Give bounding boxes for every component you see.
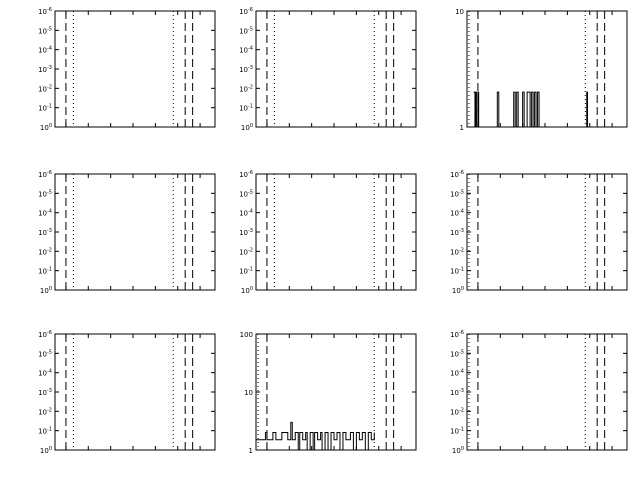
y-tick-label: 10-5: [38, 189, 52, 198]
plot-frame: [54, 173, 216, 291]
y-tick-label: 10-1: [239, 267, 253, 276]
y-tick-label: 10-6: [38, 330, 52, 339]
y-tick-label: 10-4: [450, 209, 464, 218]
y-tick-label: 10-1: [38, 427, 52, 436]
y-tick-label: 10-4: [239, 46, 253, 55]
y-tick-label: 10-3: [38, 228, 52, 237]
y-tick-label: 100: [452, 286, 464, 295]
panel-det-8: 1 10 100: [240, 331, 417, 455]
y-tick-label: 10-1: [38, 267, 52, 276]
panel-det-4: 100 10-1 10-2 10-3 10-4 10-5 10-6: [38, 170, 216, 295]
y-tick-label: 1: [460, 124, 464, 132]
y-tick-label: 10-3: [450, 388, 464, 397]
y-tick-label: 10-3: [239, 65, 253, 74]
panel-det-3: 1 10: [455, 8, 628, 132]
plot-frame: [466, 173, 628, 291]
y-tick-label: 10-2: [239, 247, 253, 256]
y-tick-label: 10-5: [239, 26, 253, 35]
plot-frame: [466, 10, 628, 128]
y-tick-label: 100: [241, 286, 253, 295]
y-tick-label: 10: [244, 389, 253, 397]
y-tick-label: 10-6: [239, 170, 253, 179]
y-tick-label: 10-5: [450, 189, 464, 198]
y-tick-label: 10-4: [38, 369, 52, 378]
y-tick-label: 10-4: [450, 369, 464, 378]
y-tick-label: 10-6: [239, 7, 253, 16]
y-tick-label: 10-6: [38, 170, 52, 179]
y-tick-label: 10-1: [38, 104, 52, 113]
plot-frame: [255, 333, 417, 451]
y-tick-label: 10-4: [38, 46, 52, 55]
y-tick-label: 10-6: [450, 330, 464, 339]
y-tick-label: 10-3: [239, 228, 253, 237]
panel-det-7: 100 10-1 10-2 10-3 10-4 10-5 10-6: [38, 330, 216, 455]
y-tick-label: 10-6: [450, 170, 464, 179]
y-tick-label: 10-4: [239, 209, 253, 218]
y-tick-label: 10-2: [239, 84, 253, 93]
y-tick-label: 10-5: [38, 26, 52, 35]
y-tick-label: 10-2: [450, 407, 464, 416]
y-tick-label: 10-2: [450, 247, 464, 256]
y-tick-label: 10-5: [450, 349, 464, 358]
y-tick-label: 10-1: [450, 267, 464, 276]
y-tick-label: 10-4: [38, 209, 52, 218]
y-tick-label: 10-2: [38, 407, 52, 416]
y-tick-label: 10-1: [450, 427, 464, 436]
y-tick-label: 10-6: [38, 7, 52, 16]
y-tick-label: 100: [40, 286, 52, 295]
panel-det-2: 100 10-1 10-2 10-3 10-4 10-5 10-6: [239, 7, 417, 132]
panel-det-1: 100 10-1 10-2 10-3 10-4 10-5 10-6: [38, 7, 216, 132]
y-tick-label: 10: [455, 8, 464, 16]
plot-frame: [466, 333, 628, 451]
y-tick-label: 100: [241, 123, 253, 132]
y-tick-label: 10-5: [239, 189, 253, 198]
y-tick-label: 10-2: [38, 84, 52, 93]
plot-frame: [54, 10, 216, 128]
y-tick-label: 100: [240, 331, 253, 339]
panel-det-5: 100 10-1 10-2 10-3 10-4 10-5 10-6: [239, 170, 417, 295]
panel-det-9: 100 10-1 10-2 10-3 10-4 10-5 10-6: [450, 330, 628, 455]
plot-frame: [54, 333, 216, 451]
series-events: [256, 421, 375, 451]
plot-frame: [255, 10, 417, 128]
y-tick-label: 10-2: [38, 247, 52, 256]
y-tick-label: 100: [40, 446, 52, 455]
y-tick-label: 10-5: [38, 349, 52, 358]
y-tick-label: 10-3: [38, 65, 52, 74]
y-tick-label: 10-3: [38, 388, 52, 397]
y-tick-label: 10-1: [239, 104, 253, 113]
y-tick-label: 1: [249, 447, 253, 455]
y-tick-label: 10-3: [450, 228, 464, 237]
series-events: [473, 91, 588, 128]
y-tick-label: 100: [452, 446, 464, 455]
plot-frame: [255, 173, 417, 291]
y-tick-label: 100: [40, 123, 52, 132]
panel-det-6: 100 10-1 10-2 10-3 10-4 10-5 10-6: [450, 170, 628, 295]
